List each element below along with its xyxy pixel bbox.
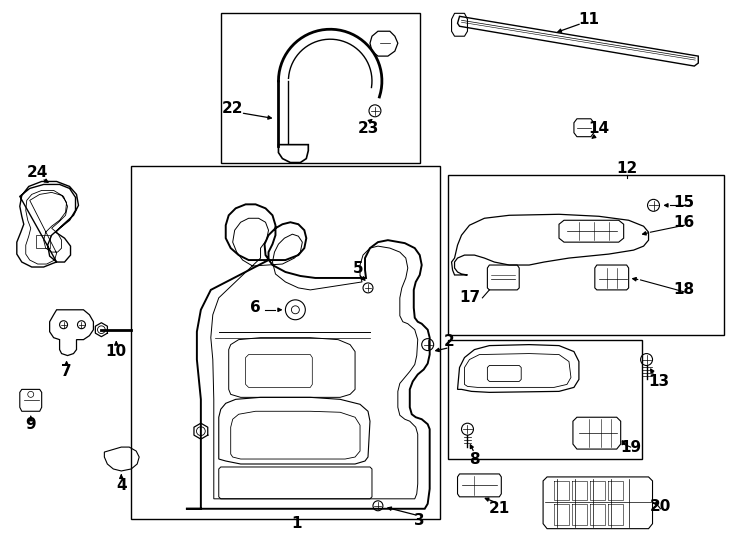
Text: 9: 9: [26, 417, 36, 431]
Text: 2: 2: [444, 334, 455, 349]
Text: 7: 7: [61, 364, 72, 379]
Text: 6: 6: [250, 300, 261, 315]
Text: 23: 23: [357, 122, 379, 136]
Text: 22: 22: [222, 102, 244, 116]
Bar: [221, 14, 420, 163]
Text: 5: 5: [353, 260, 363, 275]
Text: 24: 24: [27, 165, 48, 180]
Text: 21: 21: [489, 501, 510, 516]
Bar: [131, 166, 440, 519]
Text: 13: 13: [648, 374, 669, 389]
Text: 15: 15: [674, 195, 695, 210]
Text: 3: 3: [415, 513, 425, 528]
Text: 12: 12: [616, 161, 637, 176]
Text: 14: 14: [588, 122, 609, 136]
Text: 18: 18: [674, 282, 695, 298]
Text: 11: 11: [578, 12, 600, 27]
Bar: [448, 340, 642, 459]
Text: 16: 16: [674, 215, 695, 230]
Bar: [448, 176, 724, 335]
Text: 1: 1: [291, 516, 302, 531]
Text: 17: 17: [459, 291, 480, 305]
Text: 4: 4: [116, 478, 126, 494]
Text: 20: 20: [650, 500, 671, 514]
Text: 10: 10: [106, 344, 127, 359]
Text: 19: 19: [620, 440, 642, 455]
Text: 8: 8: [469, 451, 480, 467]
